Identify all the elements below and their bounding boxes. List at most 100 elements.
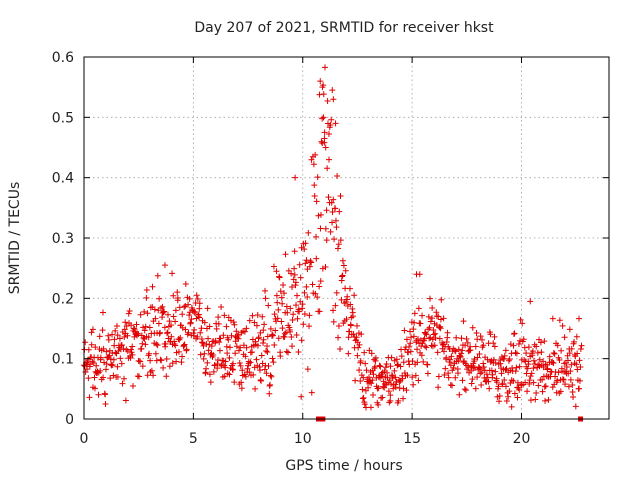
data-point <box>448 353 455 360</box>
data-point <box>301 289 308 296</box>
data-point <box>326 156 332 163</box>
data-point <box>519 320 526 327</box>
data-point <box>416 271 423 278</box>
data-point <box>401 327 408 334</box>
data-point <box>82 339 89 346</box>
data-point <box>287 305 294 312</box>
data-point <box>178 359 185 366</box>
data-point <box>321 129 328 136</box>
data-point <box>447 356 454 363</box>
data-point <box>480 360 487 367</box>
data-point <box>181 303 188 310</box>
data-point <box>487 331 494 338</box>
data-point <box>529 352 536 359</box>
data-point <box>214 360 221 367</box>
data-point <box>484 356 491 363</box>
data-point <box>488 367 495 374</box>
data-point <box>524 365 531 372</box>
data-point <box>321 64 328 71</box>
data-point <box>96 333 103 340</box>
data-point <box>234 332 241 339</box>
data-point <box>550 359 557 366</box>
data-point <box>556 317 563 324</box>
data-point <box>111 336 118 343</box>
data-point <box>172 318 179 325</box>
data-point <box>472 385 479 392</box>
data-point <box>304 366 311 373</box>
data-point <box>539 388 546 395</box>
data-point <box>526 380 533 387</box>
data-point <box>180 342 187 349</box>
data-point <box>222 358 229 365</box>
data-point <box>320 114 327 121</box>
data-point <box>476 364 483 371</box>
data-point <box>247 359 254 366</box>
data-point <box>483 371 490 378</box>
data-point <box>391 367 398 374</box>
data-point <box>498 370 505 377</box>
data-point <box>549 384 556 391</box>
data-point <box>168 322 175 329</box>
data-point <box>370 371 377 378</box>
data-point <box>533 343 540 350</box>
data-point <box>255 334 262 341</box>
data-point <box>379 394 386 401</box>
data-point <box>226 371 233 378</box>
data-point <box>452 348 459 355</box>
data-point <box>201 319 208 326</box>
data-point <box>420 358 427 365</box>
y-tick-label: 0.6 <box>52 50 74 66</box>
data-point <box>194 333 201 340</box>
data-point <box>112 327 119 334</box>
data-point <box>319 84 326 91</box>
data-point <box>238 385 245 392</box>
data-point <box>253 356 260 363</box>
data-point <box>386 399 393 406</box>
data-point <box>407 328 414 335</box>
data-point <box>101 359 108 366</box>
data-point <box>508 350 515 357</box>
data-point <box>336 208 343 215</box>
data-point <box>345 334 352 341</box>
data-point <box>260 327 267 334</box>
data-point <box>392 374 399 381</box>
data-point <box>480 342 487 349</box>
data-point <box>152 350 159 357</box>
data-point <box>91 374 98 381</box>
data-point <box>278 294 285 301</box>
data-point <box>351 292 358 299</box>
data-point <box>396 385 403 392</box>
data-point <box>298 337 305 344</box>
data-point <box>328 116 335 123</box>
data-point <box>480 363 487 370</box>
data-point <box>260 339 267 346</box>
data-point <box>497 360 504 367</box>
data-point <box>398 353 405 360</box>
data-point <box>371 365 378 372</box>
data-point <box>85 375 92 382</box>
data-point <box>105 336 112 343</box>
data-point <box>250 371 257 378</box>
data-point <box>246 369 253 376</box>
data-point <box>322 263 329 270</box>
data-point <box>426 335 433 342</box>
data-point <box>337 345 344 352</box>
data-point <box>122 397 129 404</box>
data-point <box>323 207 330 214</box>
data-point <box>507 380 514 387</box>
data-point <box>267 381 274 388</box>
data-point <box>297 274 304 281</box>
data-point <box>362 360 369 367</box>
data-point <box>389 375 396 382</box>
data-point <box>418 352 425 359</box>
data-point <box>206 323 213 330</box>
data-point <box>162 340 169 347</box>
y-tick-label: 0.1 <box>52 352 74 368</box>
data-point <box>193 292 200 299</box>
data-point <box>386 377 393 384</box>
data-point <box>470 364 477 371</box>
data-point <box>533 390 540 397</box>
data-point <box>213 325 220 332</box>
data-point <box>275 306 282 313</box>
data-point <box>153 341 160 348</box>
